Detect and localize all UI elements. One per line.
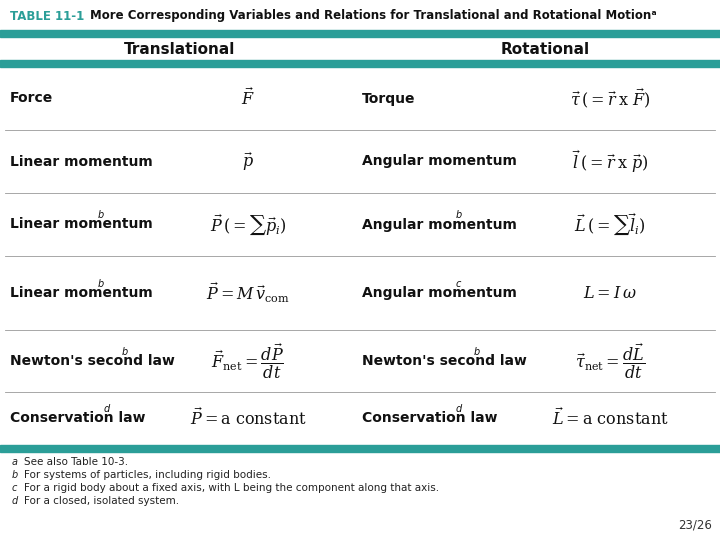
- Text: Angular momentum: Angular momentum: [362, 286, 517, 300]
- Bar: [0, 67, 720, 130]
- Text: $\vec{l}\,(=\vec{r}\;\mathrm{x}\;\vec{p})$: $\vec{l}\,(=\vec{r}\;\mathrm{x}\;\vec{p}…: [572, 148, 648, 175]
- Text: 23/26: 23/26: [678, 519, 712, 532]
- Text: d: d: [12, 496, 18, 506]
- Text: For systems of particles, including rigid bodies.: For systems of particles, including rigi…: [24, 470, 271, 480]
- Text: $\vec{F}$: $\vec{F}$: [241, 88, 255, 109]
- Bar: [0, 60, 720, 67]
- Text: b: b: [98, 211, 104, 220]
- Text: $L=I\,\omega$: $L=I\,\omega$: [583, 285, 637, 301]
- Text: $\vec{P}=\mathrm{a\ constant}$: $\vec{P}=\mathrm{a\ constant}$: [189, 408, 307, 429]
- Text: More Corresponding Variables and Relations for Translational and Rotational Moti: More Corresponding Variables and Relatio…: [90, 10, 657, 23]
- Text: a: a: [12, 457, 18, 467]
- Text: See also Table 10-3.: See also Table 10-3.: [24, 457, 128, 467]
- Text: $\vec{\tau}_{\mathrm{net}}=\dfrac{d\vec{L}}{dt}$: $\vec{\tau}_{\mathrm{net}}=\dfrac{d\vec{…: [575, 341, 645, 381]
- Text: Translational: Translational: [125, 42, 235, 57]
- Text: b: b: [121, 347, 127, 357]
- Text: c: c: [12, 483, 17, 493]
- Text: Linear momentum: Linear momentum: [10, 286, 153, 300]
- Text: Angular momentum: Angular momentum: [362, 218, 517, 232]
- Text: For a closed, isolated system.: For a closed, isolated system.: [24, 496, 179, 506]
- Text: d: d: [104, 404, 110, 415]
- Text: Torque: Torque: [362, 91, 415, 105]
- Text: $\vec{p}$: $\vec{p}$: [242, 150, 254, 173]
- Text: $\vec{F}_{\mathrm{net}}=\dfrac{d\vec{P}}{dt}$: $\vec{F}_{\mathrm{net}}=\dfrac{d\vec{P}}…: [212, 341, 284, 381]
- Bar: [0, 130, 720, 193]
- Bar: [0, 445, 720, 452]
- Text: b: b: [98, 279, 104, 289]
- Text: Rotational: Rotational: [500, 42, 590, 57]
- Text: $\vec{L}=\mathrm{a\ constant}$: $\vec{L}=\mathrm{a\ constant}$: [552, 408, 668, 429]
- Text: $\vec{P}=M\,\vec{v}_{\mathrm{com}}$: $\vec{P}=M\,\vec{v}_{\mathrm{com}}$: [206, 281, 290, 305]
- Text: c: c: [456, 279, 462, 289]
- Text: Conservation law: Conservation law: [10, 411, 145, 426]
- Bar: [0, 37, 720, 60]
- Text: $\vec{\tau}\,(=\vec{r}\;\mathrm{x}\;\vec{F})$: $\vec{\tau}\,(=\vec{r}\;\mathrm{x}\;\vec…: [570, 87, 650, 110]
- Text: d: d: [456, 404, 462, 415]
- Text: For a rigid body about a fixed axis, with L being the component along that axis.: For a rigid body about a fixed axis, wit…: [24, 483, 439, 493]
- Text: b: b: [473, 347, 480, 357]
- Bar: [0, 256, 720, 330]
- Text: Linear momentum: Linear momentum: [10, 154, 153, 168]
- Text: Newton's second law: Newton's second law: [10, 354, 175, 368]
- Text: TABLE 11-1: TABLE 11-1: [10, 10, 84, 23]
- Bar: [0, 30, 720, 37]
- Bar: [0, 0, 720, 30]
- Text: Angular momentum: Angular momentum: [362, 154, 517, 168]
- Bar: [0, 193, 720, 256]
- Text: b: b: [12, 470, 18, 480]
- Text: $\vec{L}\,(=\sum\vec{l}_i)$: $\vec{L}\,(=\sum\vec{l}_i)$: [575, 212, 646, 237]
- Bar: [0, 330, 720, 392]
- Text: Linear momentum: Linear momentum: [10, 218, 153, 232]
- Text: Force: Force: [10, 91, 53, 105]
- Text: $\vec{P}\,(=\sum\vec{p}_i)$: $\vec{P}\,(=\sum\vec{p}_i)$: [210, 212, 287, 237]
- Text: Conservation law: Conservation law: [362, 411, 498, 426]
- Bar: [0, 392, 720, 445]
- Text: b: b: [456, 211, 462, 220]
- Text: Newton's second law: Newton's second law: [362, 354, 527, 368]
